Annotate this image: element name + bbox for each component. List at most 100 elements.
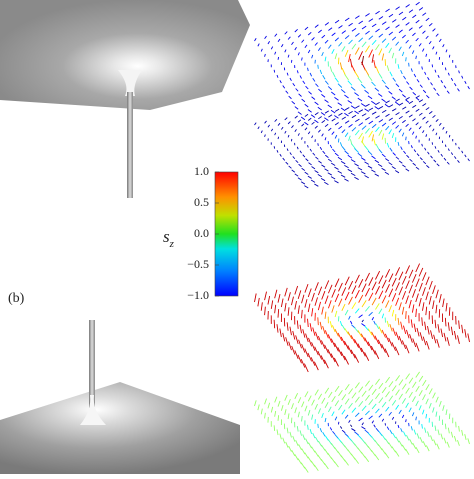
- spin-arrow: [396, 113, 400, 115]
- spin-arrow: [331, 92, 335, 95]
- spin-arrow: [468, 334, 470, 342]
- spin-arrow: [352, 393, 356, 399]
- spin-arrow: [436, 290, 438, 298]
- spin-arrow: [385, 453, 389, 459]
- spin-arrow: [331, 354, 335, 362]
- spin-arrow: [258, 298, 259, 306]
- tick-label: −0.5: [187, 257, 209, 271]
- spin-arrow: [465, 81, 466, 84]
- spin-arrow: [399, 394, 403, 400]
- spin-arrow: [288, 37, 290, 40]
- spin-arrow: [335, 20, 339, 23]
- spin-arrow: [433, 115, 436, 117]
- spin-arrow: [451, 152, 452, 154]
- spin-arrow: [354, 164, 358, 166]
- spin-arrow: [375, 127, 379, 132]
- spin-arrow: [354, 111, 358, 114]
- spin-arrow: [371, 101, 375, 104]
- spin-arrow: [409, 300, 411, 308]
- spin-arrow: [278, 137, 279, 139]
- spin-arrow: [303, 329, 305, 337]
- spin-arrow: [372, 112, 376, 114]
- spin-arrow: [359, 295, 363, 303]
- spin-arrow: [283, 158, 285, 160]
- spin-arrow: [433, 29, 436, 32]
- spin-arrow: [315, 84, 318, 87]
- spin-arrow: [389, 105, 393, 107]
- spin-arrow: [385, 334, 389, 342]
- spin-arrow: [420, 158, 422, 160]
- spin-arrow: [291, 125, 293, 127]
- spin-arrow: [365, 338, 369, 346]
- spin-arrow: [355, 106, 359, 108]
- spin-arrow: [362, 284, 366, 292]
- spin-arrow: [312, 167, 315, 169]
- spin-arrow: [401, 428, 403, 432]
- spin-arrow: [320, 428, 322, 432]
- spin-arrow: [354, 458, 358, 464]
- spin-arrow: [386, 114, 390, 116]
- spin-arrow: [325, 388, 329, 394]
- spin-arrow: [349, 281, 353, 289]
- spin-arrow: [402, 384, 406, 390]
- spin-arrow: [416, 447, 419, 453]
- spin-arrow: [332, 289, 336, 297]
- spin-arrow: [302, 124, 304, 126]
- spin-arrow: [413, 92, 416, 95]
- spin-arrow: [445, 68, 446, 71]
- spin-arrow: [406, 155, 409, 157]
- spin-arrow: [349, 388, 353, 394]
- spin-arrow: [379, 291, 383, 299]
- spin-arrow: [444, 333, 446, 341]
- spin-arrow: [285, 395, 288, 401]
- spin-arrow: [416, 279, 420, 287]
- spin-arrow: [359, 315, 363, 318]
- spin-arrow: [288, 55, 289, 58]
- spin-arrow: [365, 146, 369, 151]
- spin-arrow: [311, 357, 315, 365]
- spin-arrow: [374, 60, 376, 68]
- spin-arrow: [413, 163, 416, 165]
- spin-arrow: [406, 57, 407, 61]
- spin-arrow: [342, 68, 345, 75]
- spin-arrow: [369, 312, 373, 316]
- spin-arrow: [289, 96, 292, 99]
- spin-arrow: [376, 144, 379, 149]
- spin-arrow: [338, 347, 342, 355]
- spin-arrow: [382, 39, 386, 43]
- spin-arrow: [328, 407, 331, 412]
- spin-arrow: [386, 269, 390, 277]
- spin-arrow: [378, 340, 382, 348]
- spin-arrow: [396, 390, 400, 396]
- spin-arrow: [375, 44, 379, 50]
- spin-arrow: [427, 152, 429, 154]
- spin-arrow: [268, 296, 270, 304]
- spin-arrow: [271, 300, 272, 308]
- spin-arrow: [448, 322, 449, 330]
- spin-arrow: [344, 95, 348, 98]
- spin-arrow: [422, 67, 423, 70]
- spin-arrow: [419, 390, 422, 396]
- spin-arrow: [423, 441, 426, 447]
- spin-arrow: [351, 106, 355, 109]
- spin-arrow: [330, 321, 332, 327]
- spin-arrow: [324, 463, 328, 469]
- spin-arrow: [350, 321, 352, 324]
- spin-arrow: [419, 113, 422, 115]
- spin-arrow: [379, 34, 383, 37]
- spin-arrow: [288, 135, 289, 137]
- spin-arrow: [268, 41, 270, 44]
- spin-arrow: [301, 182, 305, 184]
- spin-arrow: [411, 68, 412, 71]
- spin-arrow: [438, 75, 439, 78]
- spin-arrow: [365, 288, 369, 296]
- spin-arrow: [342, 130, 345, 133]
- spin-arrow: [304, 186, 308, 188]
- spin-arrow: [302, 344, 305, 352]
- spin-arrow: [378, 164, 382, 166]
- spin-arrow: [314, 184, 318, 186]
- spin-arrow: [328, 300, 331, 308]
- spin-arrow: [315, 437, 318, 442]
- spin-arrow: [335, 386, 339, 392]
- spin-arrow: [406, 311, 407, 319]
